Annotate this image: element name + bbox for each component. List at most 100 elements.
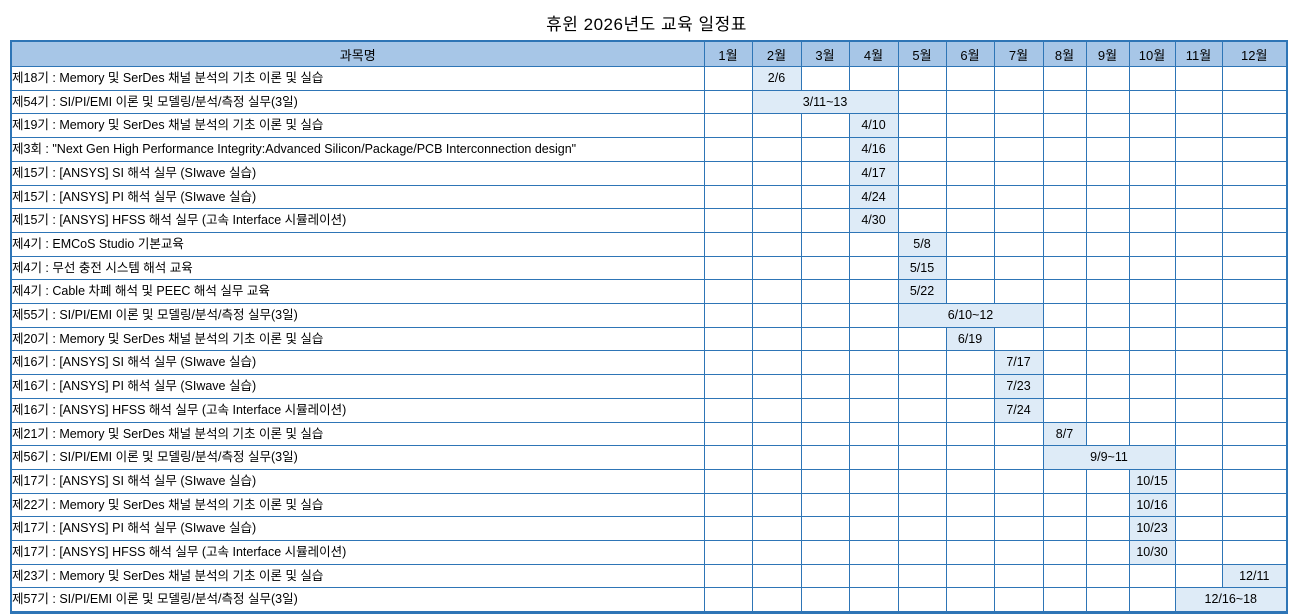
empty-month-cell [897, 113, 947, 139]
empty-month-cell [751, 113, 802, 139]
empty-month-cell [751, 516, 802, 542]
empty-month-cell [1042, 540, 1087, 565]
empty-month-cell [1221, 468, 1288, 494]
empty-month-cell [800, 184, 850, 210]
empty-month-cell [1085, 350, 1130, 376]
empty-month-cell [1174, 231, 1223, 257]
empty-month-cell [703, 208, 753, 233]
schedule-date-cell: 10/23 [1128, 516, 1176, 542]
empty-month-cell [800, 231, 850, 257]
empty-month-cell [800, 279, 850, 305]
empty-month-cell [800, 421, 850, 447]
table-row: 제15기 : [ANSYS] SI 해석 실무 (SIwave 실습) 4/17 [10, 160, 1288, 186]
empty-month-cell [1085, 492, 1130, 518]
empty-month-cell [800, 326, 850, 352]
empty-month-cell [1221, 255, 1288, 281]
empty-month-cell [751, 468, 802, 494]
empty-month-cell [703, 516, 753, 542]
empty-month-cell [1221, 516, 1288, 542]
empty-month-cell [1128, 89, 1176, 115]
empty-month-cell [1085, 184, 1130, 210]
table-row: 제56기 : SI/PI/EMI 이론 및 모델링/분석/측정 실무(3일) 9/… [10, 445, 1288, 470]
empty-month-cell [703, 231, 753, 257]
empty-month-cell [800, 66, 850, 91]
empty-month-cell [703, 89, 753, 115]
empty-month-cell [800, 445, 850, 470]
course-name-cell: 제56기 : SI/PI/EMI 이론 및 모델링/분석/측정 실무(3일) [10, 445, 705, 470]
empty-month-cell [751, 374, 802, 399]
empty-month-cell [800, 397, 850, 423]
empty-month-cell [703, 374, 753, 399]
empty-month-cell [1174, 208, 1223, 233]
empty-month-cell [993, 492, 1044, 518]
empty-month-cell [703, 66, 753, 91]
table-row: 제4기 : 무선 충전 시스템 해석 교육 5/15 [10, 255, 1288, 281]
schedule-date-cell: 3/11~13 [751, 89, 899, 115]
empty-month-cell [800, 137, 850, 162]
course-name-cell: 제4기 : Cable 차폐 해석 및 PEEC 해석 실무 교육 [10, 279, 705, 305]
empty-month-cell [945, 587, 995, 614]
empty-month-cell [993, 208, 1044, 233]
empty-month-cell [945, 468, 995, 494]
empty-month-cell [1128, 231, 1176, 257]
empty-month-cell [1085, 231, 1130, 257]
empty-month-cell [945, 279, 995, 305]
empty-month-cell [1128, 587, 1176, 614]
empty-month-cell [703, 421, 753, 447]
header-row: 과목명 1월 2월 3월 4월 5월 6월 7월 8월 9월 10월 11월 12월 [10, 40, 1288, 67]
empty-month-cell [1221, 89, 1288, 115]
empty-month-cell [1085, 66, 1130, 91]
month-header-9: 9월 [1085, 40, 1130, 67]
course-name-cell: 제17기 : [ANSYS] PI 해석 실무 (SIwave 실습) [10, 516, 705, 542]
schedule-date-cell: 4/10 [848, 113, 899, 139]
month-header-5: 5월 [897, 40, 947, 67]
course-name-cell: 제17기 : [ANSYS] SI 해석 실무 (SIwave 실습) [10, 468, 705, 494]
schedule-date-cell: 7/24 [993, 397, 1044, 423]
empty-month-cell [993, 563, 1044, 589]
empty-month-cell [751, 445, 802, 470]
table-row: 제17기 : [ANSYS] PI 해석 실무 (SIwave 실습) 10/23 [10, 516, 1288, 542]
empty-month-cell [993, 160, 1044, 186]
empty-month-cell [800, 208, 850, 233]
schedule-date-cell: 10/15 [1128, 468, 1176, 494]
empty-month-cell [800, 492, 850, 518]
empty-month-cell [703, 445, 753, 470]
empty-month-cell [1128, 303, 1176, 328]
schedule-date-cell: 4/24 [848, 184, 899, 210]
empty-month-cell [1042, 231, 1087, 257]
schedule-date-cell: 12/16~18 [1174, 587, 1288, 614]
empty-month-cell [703, 540, 753, 565]
empty-month-cell [993, 113, 1044, 139]
empty-month-cell [1174, 255, 1223, 281]
empty-month-cell [1128, 563, 1176, 589]
empty-month-cell [751, 421, 802, 447]
schedule-date-cell: 5/15 [897, 255, 947, 281]
empty-month-cell [1085, 587, 1130, 614]
empty-month-cell [897, 397, 947, 423]
empty-month-cell [1085, 326, 1130, 352]
empty-month-cell [993, 421, 1044, 447]
table-row: 제4기 : EMCoS Studio 기본교육 5/8 [10, 231, 1288, 257]
empty-month-cell [1042, 468, 1087, 494]
course-name-cell: 제15기 : [ANSYS] HFSS 해석 실무 (고속 Interface … [10, 208, 705, 233]
table-row: 제57기 : SI/PI/EMI 이론 및 모델링/분석/측정 실무(3일) 12… [10, 587, 1288, 614]
empty-month-cell [1128, 279, 1176, 305]
empty-month-cell [1042, 397, 1087, 423]
empty-month-cell [751, 208, 802, 233]
schedule-date-cell: 5/22 [897, 279, 947, 305]
empty-month-cell [848, 516, 899, 542]
course-name-cell: 제23기 : Memory 및 SerDes 채널 분석의 기초 이론 및 실습 [10, 563, 705, 589]
empty-month-cell [1221, 374, 1288, 399]
course-name-cell: 제19기 : Memory 및 SerDes 채널 분석의 기초 이론 및 실습 [10, 113, 705, 139]
empty-month-cell [703, 468, 753, 494]
empty-month-cell [1085, 303, 1130, 328]
empty-month-cell [751, 587, 802, 614]
empty-month-cell [1221, 184, 1288, 210]
empty-month-cell [1042, 184, 1087, 210]
empty-month-cell [1174, 563, 1223, 589]
page-title: 휴윈 2026년도 교육 일정표 [546, 15, 747, 34]
empty-month-cell [848, 374, 899, 399]
empty-month-cell [751, 255, 802, 281]
empty-month-cell [897, 137, 947, 162]
empty-month-cell [1174, 350, 1223, 376]
